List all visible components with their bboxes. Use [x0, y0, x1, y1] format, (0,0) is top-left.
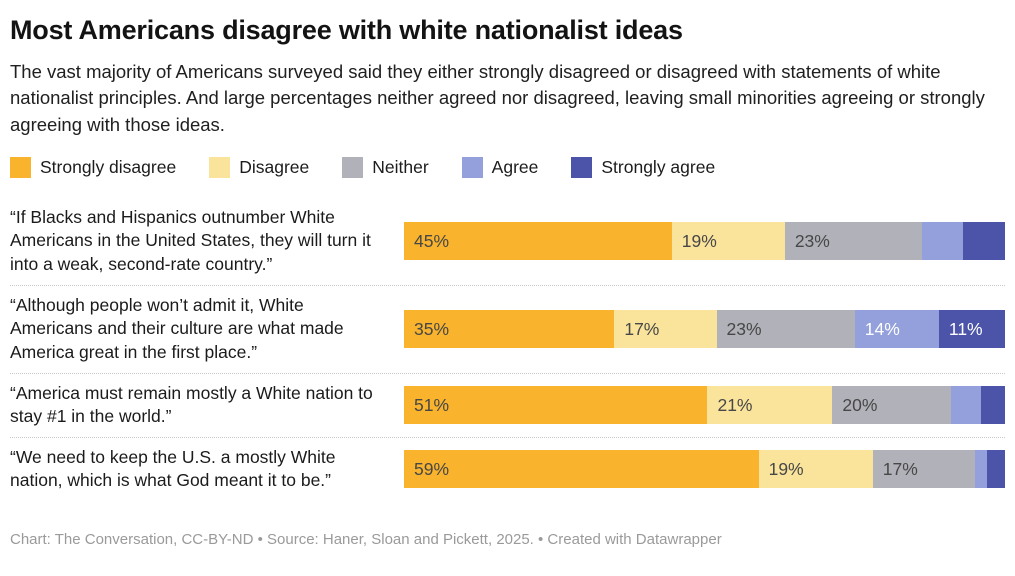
bar-segment-strongly-agree — [963, 222, 1005, 261]
chart-footer: Chart: The Conversation, CC-BY-ND • Sour… — [10, 531, 722, 549]
datawrapper-chart: Most Americans disagree with white natio… — [10, 15, 1005, 549]
segment-value-label: 23% — [726, 318, 762, 339]
bar-segment-neither: 23% — [716, 310, 855, 349]
stacked-bar: 59% 19% 17% — [404, 450, 1005, 489]
segment-value-label: 19% — [681, 230, 717, 251]
segment-value-label: 20% — [842, 394, 878, 415]
legend-item-agree: Agree — [461, 156, 539, 178]
bar-segment-agree — [974, 450, 987, 489]
chart-row: “America must remain mostly a White nati… — [10, 372, 1005, 437]
chart-row: “If Blacks and Hispanics outnumber White… — [10, 198, 1005, 285]
segment-value-label: 23% — [794, 230, 830, 251]
chart-subtitle: The vast majority of Americans surveyed … — [10, 61, 985, 135]
bar-segment-disagree: 19% — [758, 450, 873, 489]
legend-label: Neither — [372, 156, 429, 177]
bar-segment-strongly-disagree: 35% — [404, 310, 615, 349]
segment-value-label: 59% — [414, 458, 450, 479]
legend-swatch-neither — [342, 156, 364, 178]
statement-label: “America must remain mostly a White nati… — [10, 382, 373, 427]
bar-segment-strongly-disagree: 45% — [404, 222, 672, 261]
stacked-bar: 51% 21% 20% — [404, 386, 1005, 425]
bar-segment-disagree: 21% — [707, 386, 833, 425]
legend-item-disagree: Disagree — [209, 156, 310, 178]
legend-swatch-strongly-agree — [571, 156, 593, 178]
legend-swatch-agree — [461, 156, 483, 178]
statement-label: “We need to keep the U.S. a mostly White… — [10, 446, 336, 491]
bar-segment-strongly-disagree: 51% — [404, 386, 708, 425]
statement-label: “If Blacks and Hispanics outnumber White… — [10, 206, 371, 275]
segment-value-label: 51% — [414, 394, 450, 415]
stacked-bar: 45% 19% 23% — [404, 222, 1005, 261]
segment-value-label: 19% — [768, 458, 804, 479]
legend: Strongly disagree Disagree Neither Agree Str… — [10, 156, 1005, 178]
bar-segment-neither: 20% — [832, 386, 952, 425]
bar-segment-disagree: 17% — [614, 310, 717, 349]
legend-swatch-strongly-disagree — [10, 156, 31, 178]
chart-title: Most Americans disagree with white natio… — [10, 15, 683, 45]
statement-label: “Although people won’t admit it, White A… — [10, 294, 344, 362]
legend-label: Strongly agree — [601, 156, 716, 177]
legend-item-neither: Neither — [342, 156, 429, 178]
chart-rows: “If Blacks and Hispanics outnumber White… — [10, 198, 1005, 501]
segment-value-label: 21% — [717, 394, 753, 415]
bar-segment-agree: 14% — [854, 310, 939, 349]
bar-segment-neither: 23% — [784, 222, 922, 261]
chart-row: “We need to keep the U.S. a mostly White… — [10, 436, 1005, 501]
chart-row: “Although people won’t admit it, White A… — [10, 284, 1005, 373]
legend-label: Agree — [491, 156, 539, 177]
bar-segment-disagree: 19% — [671, 222, 785, 261]
legend-label: Strongly disagree — [40, 156, 177, 177]
bar-segment-agree — [951, 386, 982, 425]
bar-segment-strongly-agree — [986, 450, 1005, 489]
stacked-bar: 35% 17% 23% 14% 11% — [404, 310, 1005, 349]
bar-segment-agree — [921, 222, 964, 261]
segment-value-label: 11% — [948, 318, 983, 339]
bar-segment-strongly-agree — [981, 386, 1005, 425]
legend-item-strongly-agree: Strongly agree — [571, 156, 716, 178]
bar-segment-strongly-agree: 11% — [938, 310, 1005, 349]
legend-item-strongly-disagree: Strongly disagree — [10, 156, 177, 178]
segment-value-label: 17% — [624, 318, 660, 339]
bar-segment-neither: 17% — [872, 450, 975, 489]
legend-swatch-disagree — [209, 156, 231, 178]
segment-value-label: 35% — [414, 318, 450, 339]
bar-segment-strongly-disagree: 59% — [404, 450, 759, 489]
segment-value-label: 45% — [414, 230, 450, 251]
segment-value-label: 14% — [864, 318, 900, 339]
segment-value-label: 17% — [882, 458, 918, 479]
legend-label: Disagree — [239, 156, 310, 177]
